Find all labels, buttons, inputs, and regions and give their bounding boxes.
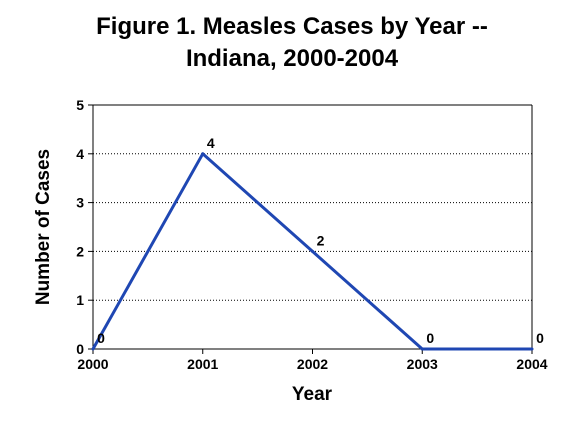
data-point-4 (530, 347, 534, 351)
y-axis-title: Number of Cases (33, 149, 54, 305)
y-tick-label-2: 2 (76, 243, 84, 259)
data-label-1: 4 (207, 135, 215, 151)
data-label-0: 0 (97, 330, 105, 346)
data-point-2 (311, 249, 314, 253)
x-tick-label-4: 2004 (516, 356, 547, 372)
x-ticks: 2000 2001 2002 2003 2004 (77, 349, 548, 372)
chart-title-line-1: Figure 1. Measles Cases by Year -- (96, 13, 488, 40)
data-label-4: 0 (536, 330, 544, 346)
data-point-3 (420, 347, 424, 351)
data-label-2: 2 (317, 232, 325, 248)
data-point-1 (201, 152, 205, 156)
x-axis-title: Year (292, 384, 333, 405)
y-tick-label-4: 4 (76, 146, 84, 162)
y-tick-label-5: 5 (76, 97, 84, 113)
data-labels: 0 4 2 0 0 (97, 135, 544, 346)
x-tick-label-1: 2001 (187, 356, 218, 372)
series-layer (91, 152, 534, 351)
y-tick-label-1: 1 (76, 292, 84, 308)
chart-title-line-2: Indiana, 2000-2004 (186, 45, 399, 72)
y-ticks: 0 1 2 3 4 5 (76, 97, 93, 357)
x-tick-label-3: 2003 (407, 356, 438, 372)
x-tick-label-2: 2002 (297, 356, 328, 372)
x-tick-label-0: 2000 (77, 356, 108, 372)
data-point-0 (91, 347, 95, 351)
y-tick-label-0: 0 (76, 341, 84, 357)
data-label-3: 0 (426, 330, 434, 346)
gridlines (93, 153, 532, 301)
y-tick-label-3: 3 (76, 195, 84, 211)
